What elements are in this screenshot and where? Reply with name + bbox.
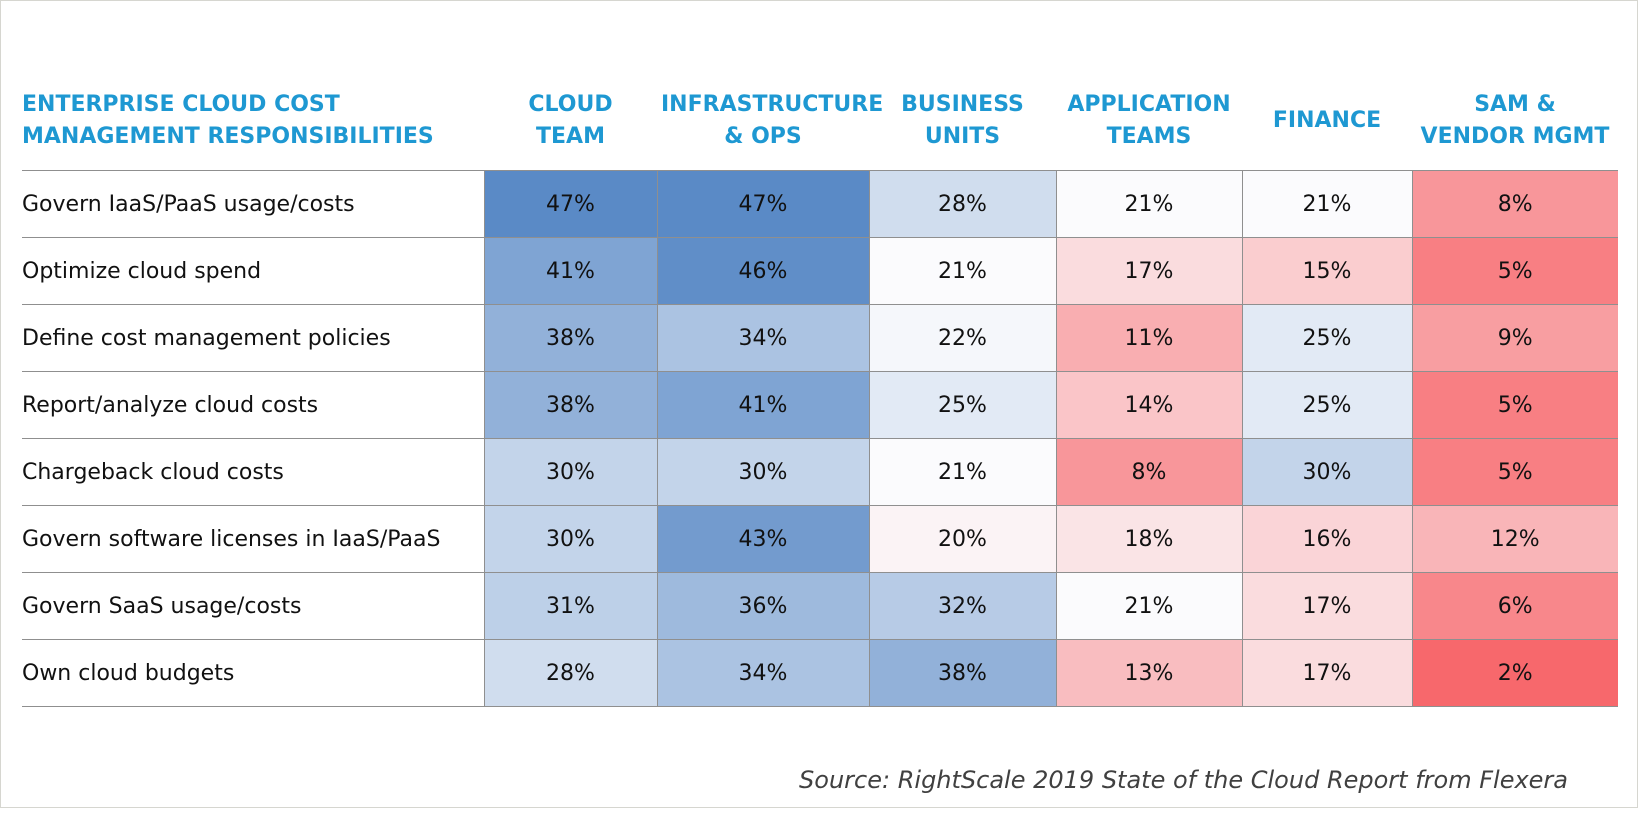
heat-cell: 5% xyxy=(1411,237,1618,305)
header-row: ENTERPRISE CLOUD COST MANAGEMENT RESPONS… xyxy=(22,72,1618,171)
source-note: Source: RightScale 2019 State of the Clo… xyxy=(799,766,1568,794)
heat-cell: 47% xyxy=(656,170,870,238)
column-header: SAM & VENDOR MGMT xyxy=(1412,72,1618,171)
heat-cell: 13% xyxy=(1055,639,1243,707)
heat-cell: 46% xyxy=(656,237,870,305)
row-label: Optimize cloud spend xyxy=(22,237,485,305)
heat-cell: 21% xyxy=(1055,572,1243,640)
heat-cell: 21% xyxy=(1241,170,1413,238)
heat-cell: 41% xyxy=(656,371,870,439)
table-row: Define cost management policies 38% 34% 22%… xyxy=(22,304,1618,372)
table-row: Optimize cloud spend 41% 46% 21% 17% 15% 5% xyxy=(22,237,1618,305)
row-label: Report/analyze cloud costs xyxy=(22,371,485,439)
heat-cell: 12% xyxy=(1411,505,1618,573)
heat-cell: 20% xyxy=(868,505,1057,573)
heat-cell: 8% xyxy=(1055,438,1243,506)
heat-cell: 17% xyxy=(1241,639,1413,707)
heat-cell: 15% xyxy=(1241,237,1413,305)
heat-cell: 2% xyxy=(1411,639,1618,707)
row-label: Govern IaaS/PaaS usage/costs xyxy=(22,170,485,238)
heat-cell: 32% xyxy=(868,572,1057,640)
heat-cell: 31% xyxy=(483,572,658,640)
column-header: CLOUD TEAM xyxy=(484,72,657,171)
heat-cell: 30% xyxy=(483,505,658,573)
heat-cell: 41% xyxy=(483,237,658,305)
heat-cell: 6% xyxy=(1411,572,1618,640)
heat-cell: 28% xyxy=(868,170,1057,238)
column-header: APPLICATION TEAMS xyxy=(1056,72,1242,171)
column-header: INFRASTRUCTURE & OPS xyxy=(657,72,883,171)
heat-cell: 14% xyxy=(1055,371,1243,439)
heat-cell: 11% xyxy=(1055,304,1243,372)
heatmap-body: Govern IaaS/PaaS usage/costs 47% 47% 28% 21%… xyxy=(22,170,1618,707)
heat-cell: 18% xyxy=(1055,505,1243,573)
column-header: BUSINESS UNITS xyxy=(869,72,1056,171)
table-row: Own cloud budgets 28% 34% 38% 13% 17% 2% xyxy=(22,639,1618,707)
heat-cell: 30% xyxy=(1241,438,1413,506)
row-label: Own cloud budgets xyxy=(22,639,485,707)
table-row: Report/analyze cloud costs 38% 41% 25% 14% 25… xyxy=(22,371,1618,439)
row-label: Govern software licenses in IaaS/PaaS xyxy=(22,505,485,573)
heat-cell: 34% xyxy=(656,304,870,372)
heat-cell: 17% xyxy=(1241,572,1413,640)
heat-cell: 9% xyxy=(1411,304,1618,372)
heat-cell: 30% xyxy=(656,438,870,506)
heatmap-table: ENTERPRISE CLOUD COST MANAGEMENT RESPONS… xyxy=(22,72,1618,707)
row-label: Define cost management policies xyxy=(22,304,485,372)
heat-cell: 16% xyxy=(1241,505,1413,573)
heat-cell: 17% xyxy=(1055,237,1243,305)
table-row: Govern software licenses in IaaS/PaaS 30%… xyxy=(22,505,1618,573)
heat-cell: 34% xyxy=(656,639,870,707)
chart-title: ENTERPRISE CLOUD COST MANAGEMENT RESPONS… xyxy=(22,72,484,171)
heat-cell: 47% xyxy=(483,170,658,238)
heat-cell: 22% xyxy=(868,304,1057,372)
heat-cell: 5% xyxy=(1411,371,1618,439)
heat-cell: 30% xyxy=(483,438,658,506)
heat-cell: 21% xyxy=(868,237,1057,305)
heat-cell: 21% xyxy=(1055,170,1243,238)
heat-cell: 25% xyxy=(1241,304,1413,372)
column-header: FINANCE xyxy=(1242,72,1412,171)
table-row: Chargeback cloud costs 30% 30% 21% 8% 30% 5% xyxy=(22,438,1618,506)
heat-cell: 38% xyxy=(483,304,658,372)
heat-cell: 28% xyxy=(483,639,658,707)
heat-cell: 36% xyxy=(656,572,870,640)
heat-cell: 25% xyxy=(1241,371,1413,439)
row-label: Chargeback cloud costs xyxy=(22,438,485,506)
heat-cell: 8% xyxy=(1411,170,1618,238)
heat-cell: 5% xyxy=(1411,438,1618,506)
heat-cell: 25% xyxy=(868,371,1057,439)
row-label: Govern SaaS usage/costs xyxy=(22,572,485,640)
heat-cell: 21% xyxy=(868,438,1057,506)
heat-cell: 38% xyxy=(868,639,1057,707)
table-row: Govern SaaS usage/costs 31% 36% 32% 21% 17% 6% xyxy=(22,572,1618,640)
heat-cell: 43% xyxy=(656,505,870,573)
table-row: Govern IaaS/PaaS usage/costs 47% 47% 28% 21%… xyxy=(22,170,1618,238)
heat-cell: 38% xyxy=(483,371,658,439)
